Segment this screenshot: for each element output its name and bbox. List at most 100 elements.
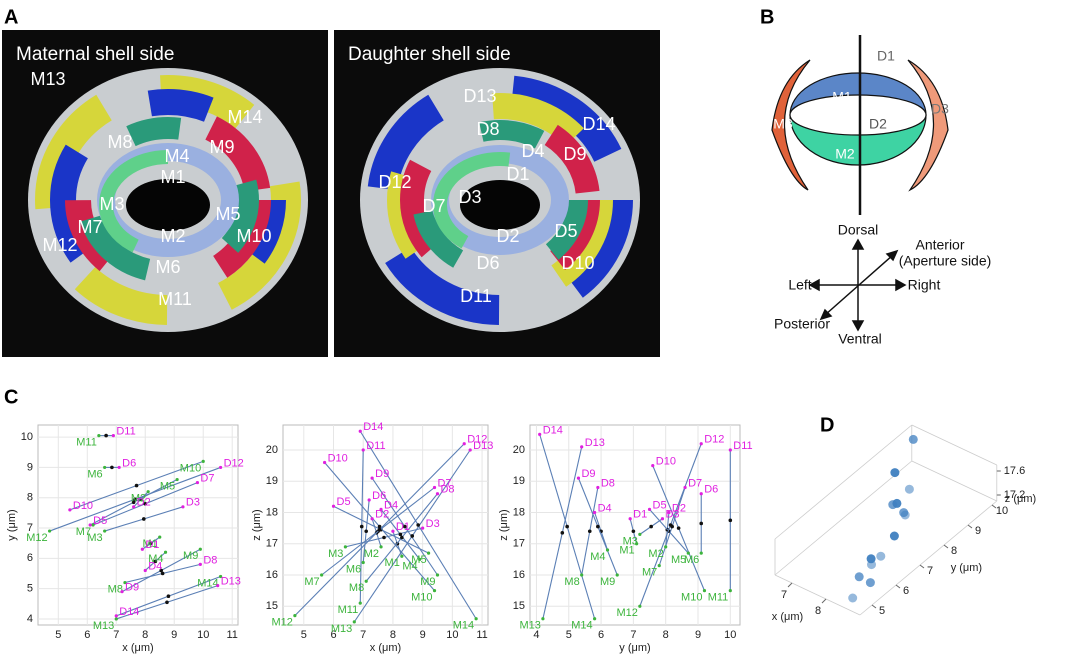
point-label: M9 <box>183 550 198 562</box>
shell-label: M9 <box>209 137 234 157</box>
y-axis-label: y (μm) <box>951 562 982 574</box>
pair-midpoint <box>382 535 386 540</box>
point-label: D11 <box>733 440 752 452</box>
point <box>580 573 584 577</box>
shell-label: D5 <box>554 221 577 241</box>
y-tick-label: 10 <box>21 431 33 443</box>
point-label: D13 <box>221 576 241 588</box>
point-label: M8 <box>564 576 579 588</box>
point-label: M1 <box>385 557 400 569</box>
point-label: D11 <box>116 426 135 438</box>
x-axis-label: x (μm) <box>772 611 803 623</box>
pair-midpoint <box>398 532 403 537</box>
pair-midpoint <box>110 465 114 470</box>
y-tick-label: 8 <box>27 492 33 504</box>
x-tick-label: 6 <box>84 629 90 641</box>
point-label: M12 <box>26 532 47 544</box>
panel-label: C <box>4 386 18 408</box>
point <box>892 498 902 508</box>
point-label: M14 <box>197 577 218 589</box>
point <box>219 574 223 579</box>
point-label: D9 <box>125 582 139 594</box>
x-tick-label: 9 <box>695 629 701 641</box>
x-tick-label: 8 <box>815 605 821 617</box>
panel-label: D <box>820 414 834 436</box>
diagram-label: D1 <box>877 48 895 64</box>
point <box>379 545 383 549</box>
y-tick <box>919 564 925 569</box>
pair-midpoint <box>416 523 420 527</box>
point-label: D4 <box>598 502 612 514</box>
point <box>293 614 297 618</box>
point <box>418 557 422 561</box>
point <box>664 545 668 549</box>
pair-midpoint <box>104 433 108 438</box>
point-label: D1 <box>396 521 410 533</box>
point <box>47 529 52 533</box>
panel-label: A <box>4 6 18 28</box>
point <box>216 584 220 588</box>
point <box>699 551 703 555</box>
y-tick <box>871 604 877 609</box>
point <box>361 448 365 452</box>
point <box>699 442 703 446</box>
y-axis-label: z (μm) <box>498 509 510 540</box>
shell-label: M8 <box>107 132 132 152</box>
x-tick <box>821 598 827 604</box>
point <box>370 476 374 480</box>
shell-label: M6 <box>155 257 180 277</box>
y-tick-label: 10 <box>996 505 1008 517</box>
point <box>195 480 200 485</box>
point-label: M2 <box>364 548 379 560</box>
point-label: D13 <box>473 440 493 452</box>
point-label: M9 <box>420 576 435 588</box>
point-label: D10 <box>328 452 348 464</box>
point <box>683 485 687 490</box>
x-tick-label: 4 <box>533 629 539 641</box>
point-label: M7 <box>304 576 319 588</box>
x-tick-label: 7 <box>113 629 119 641</box>
shell-label: M4 <box>164 146 189 166</box>
point <box>435 492 440 496</box>
x-tick-label: 6 <box>330 629 336 641</box>
x-tick <box>787 582 793 588</box>
x-tick-label: 7 <box>630 629 636 641</box>
x-tick-label: 8 <box>390 629 396 641</box>
pair-midpoint <box>153 559 158 564</box>
pair-midpoint <box>160 571 165 576</box>
shell-label: D12 <box>378 172 411 192</box>
y-tick <box>943 544 949 549</box>
point-label: D1 <box>633 509 647 521</box>
x-tick-label: 8 <box>142 629 148 641</box>
shell-label: M3 <box>99 194 124 214</box>
pair-midpoint <box>676 526 681 530</box>
point-label: M2 <box>648 548 663 560</box>
point <box>343 545 347 549</box>
y-tick-label: 9 <box>27 461 33 473</box>
pair-midpoint <box>403 524 407 529</box>
point-label: M13 <box>93 620 114 632</box>
point-label: D3 <box>665 509 679 521</box>
point <box>361 560 365 565</box>
point <box>702 589 707 593</box>
point-label: D14 <box>543 424 563 436</box>
point <box>889 531 899 541</box>
point <box>908 434 918 444</box>
point-label: D6 <box>122 457 136 469</box>
point-label: D14 <box>119 606 139 618</box>
point <box>320 573 324 577</box>
y-tick-label: 20 <box>513 444 525 456</box>
point-label: D5 <box>337 496 351 508</box>
point <box>103 529 107 533</box>
diagram-label: D3 <box>931 101 949 117</box>
point-label: D10 <box>656 456 676 468</box>
box-edge <box>911 460 997 502</box>
point-label: M1 <box>619 545 634 557</box>
pair-midpoint <box>728 518 733 523</box>
diagram-label: Dorsal <box>838 222 878 238</box>
x-tick-label: 9 <box>171 629 177 641</box>
point <box>596 485 600 490</box>
point-label: M4 <box>402 560 417 572</box>
point <box>400 554 404 558</box>
diagram-label: Posterior <box>774 316 830 332</box>
